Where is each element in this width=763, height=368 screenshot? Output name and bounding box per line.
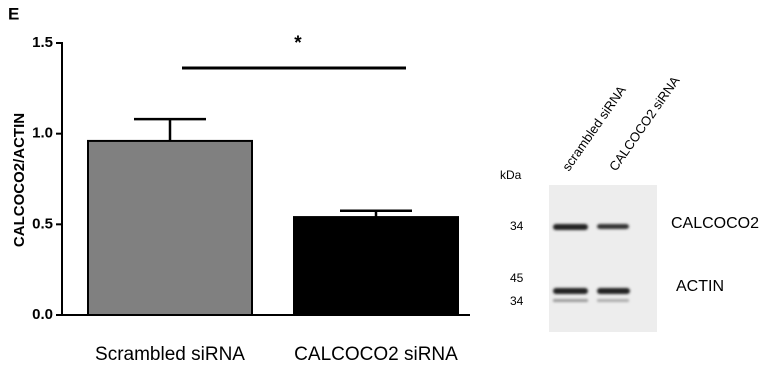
x-tick-label: Scrambled siRNA (95, 344, 245, 365)
figure: E CALCOCO2/ACTIN scrambled siRNA CALCOCO… (0, 0, 763, 368)
y-tick-label: 1.5 (32, 34, 53, 51)
y-tick-label: 0.5 (32, 215, 53, 232)
band-label: CALCOCO2 (671, 215, 759, 232)
marker-label: 34 (510, 294, 524, 308)
panel-label: E (8, 4, 19, 23)
blot-band (553, 224, 588, 230)
blot-band (597, 288, 630, 294)
blot-band (597, 299, 629, 302)
blot-membrane (549, 185, 657, 332)
blot-band (553, 288, 588, 294)
unit-label: kDa (500, 168, 522, 182)
y-tick-label: 0.0 (32, 306, 53, 323)
y-tick-label: 1.0 (32, 125, 53, 142)
band-label: ACTIN (676, 278, 724, 295)
bar (294, 217, 458, 315)
bar (88, 141, 252, 315)
y-axis-label: CALCOCO2/ACTIN (11, 113, 28, 247)
blot-band (597, 224, 629, 229)
marker-label: 34 (510, 219, 524, 233)
significance-label: * (294, 33, 302, 54)
x-tick-label: CALCOCO2 siRNA (294, 344, 458, 365)
blot-band (553, 299, 588, 302)
marker-label: 45 (510, 271, 524, 285)
